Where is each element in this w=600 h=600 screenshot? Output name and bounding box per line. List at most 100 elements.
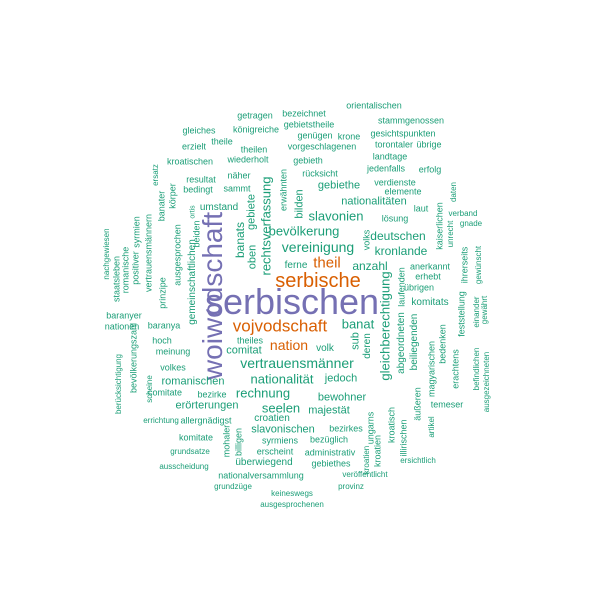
word-croatien: croatien [254, 413, 290, 424]
word-ueberwiegend: überwiegend [235, 457, 293, 468]
word-erfolg: erfolg [418, 164, 442, 175]
word-ihrerseits: ihrerseits [459, 246, 470, 284]
word-ersatz: ersatz [151, 164, 160, 186]
word-jedoch: jedoch [324, 372, 358, 385]
word-provinz: provinz [338, 482, 364, 491]
word-gebieth: gebieth [293, 155, 323, 166]
word-resultat: resultat [186, 174, 216, 185]
word-deutschen: deutschen [370, 229, 426, 243]
word-nation: nation [269, 337, 309, 353]
word-syrmiens: syrmiens [261, 435, 299, 446]
word-gebiete: gebiete [245, 193, 258, 231]
word-ausscheidung: ausscheidung [159, 462, 209, 471]
word-getragen: getragen [237, 110, 273, 121]
word-bedenken: bedenken [437, 324, 448, 364]
word-kronlande: kronlande [374, 244, 428, 258]
word-keineswegs: keineswegs [271, 489, 313, 498]
word-volkes: volkes [160, 362, 186, 373]
word-baranyer: baranyer [106, 310, 142, 321]
word-beiliegenden: beiliegenden [409, 313, 420, 371]
word-billigen: billigen [233, 427, 244, 457]
word-gleichberechtigung: gleichberechtigung [377, 271, 393, 381]
word-gnade: gnade [459, 219, 483, 228]
word-gebietstheile: gebietstheile [283, 119, 335, 130]
word-bilden: bilden [293, 189, 306, 219]
word-kroatien: kroatien [372, 434, 383, 468]
word-torontaler: torontaler [374, 139, 414, 150]
word-artikel: artikel [427, 416, 436, 438]
word-bevoelkerung: bevölkerung [268, 223, 340, 239]
word-woiwodschaft: woiwodschaft [197, 211, 228, 381]
word-gleiches: gleiches [182, 125, 216, 136]
word-beiden: beiden [191, 220, 202, 248]
word-theilen: theilen [240, 144, 268, 155]
word-gebiethes: gebiethes [311, 458, 351, 469]
word-comitat: comitat [226, 344, 262, 357]
word-erzielt: erzielt [181, 141, 207, 152]
word-ausgezeichneten: ausgezeichneten [482, 351, 491, 413]
word-verdienste: verdienste [374, 177, 416, 188]
word-gemeinschaftlichen: gemeinschaftlichen [187, 239, 198, 325]
word-nachgewiesen: nachgewiesen [102, 228, 111, 280]
word-temeser: temeser [430, 399, 464, 410]
word-ferne: ferne [284, 260, 308, 271]
word-banater: banater [156, 190, 167, 222]
word-stammgenossen: stammgenossen [377, 115, 445, 126]
word-sammt: sammt [223, 183, 251, 194]
word-bezeichnet: bezeichnet [282, 108, 326, 119]
word-krone: krone [337, 131, 361, 142]
word-mohaler: mohaler [221, 424, 232, 458]
word-loesung: lösung [381, 213, 409, 224]
word-bezirke: bezirke [197, 389, 227, 400]
word-genuegen: genügen [297, 130, 333, 141]
word-aeusseren: äußeren [412, 387, 423, 421]
word-grundzuege: grundzüge [214, 482, 252, 491]
word-administrativ: administrativ [304, 447, 356, 458]
word-erhebt: erhebt [415, 271, 441, 282]
word-romanische: romanische [120, 246, 131, 294]
word-erscheint: erscheint [256, 446, 294, 457]
word-vojvodschaft: vojvodschaft [232, 316, 328, 336]
word-positiver: positiver [130, 251, 141, 285]
word-ortis: ortis [189, 205, 197, 219]
word-staatsleben: staatsleben [111, 255, 122, 303]
word-serbischen: serbischen [204, 281, 380, 322]
word-vereinigung: vereinigung [281, 239, 355, 255]
word-volk: volk [316, 343, 334, 354]
word-verband: verband [448, 209, 478, 218]
word-abgeordneten: abgeordneten [396, 312, 407, 374]
word-banat: banat [341, 316, 375, 332]
word-kaiserlichen: kaiserlichen [434, 202, 445, 250]
word-theiles: theiles [236, 335, 264, 346]
word-vertrauensmaenner: vertrauensmänner [240, 355, 354, 371]
word-grundsatze: grundsatze [170, 447, 210, 456]
word-vertrauensmaennern: vertrauensmännern [143, 213, 154, 293]
word-theil: theil [313, 254, 341, 272]
word-theile: theile [211, 136, 233, 147]
word-laut: laut [413, 203, 429, 214]
word-umstand: umstand [199, 202, 239, 213]
word-eroerterungen: erörterungen [175, 399, 239, 412]
word-anerkannt: anerkannt [409, 261, 451, 272]
word-allergnaedigst: allergnädigst [180, 415, 232, 426]
word-naeher: näher [227, 170, 251, 181]
word-laufenden: laufenden [396, 267, 407, 307]
word-komitate: komitate [178, 432, 214, 443]
word-kroatischen: kroatischen [166, 156, 214, 167]
word-unrecht: unrecht [446, 220, 455, 248]
word-romanischen: romanischen [161, 375, 225, 388]
word-anzahl: anzahl [352, 259, 388, 273]
word-rechtsverfassung: rechtsverfassung [258, 176, 274, 276]
word-befindlichen: befindlichen [472, 347, 481, 391]
word-koerper: körper [167, 183, 178, 209]
word-wiederholt: wiederholt [227, 154, 269, 165]
word-comitate: comitate [147, 387, 183, 398]
word-oben: oben [246, 244, 259, 270]
word-kroatien-2: kroatien [362, 445, 371, 475]
word-kroatisch: kroatisch [386, 406, 397, 444]
word-bezueglich: bezüglich [309, 434, 349, 445]
word-slavonien: slavonien [308, 208, 364, 224]
word-nationalversammlung: nationalversammlung [218, 470, 304, 481]
word-errichtung: errichtung [143, 416, 179, 425]
